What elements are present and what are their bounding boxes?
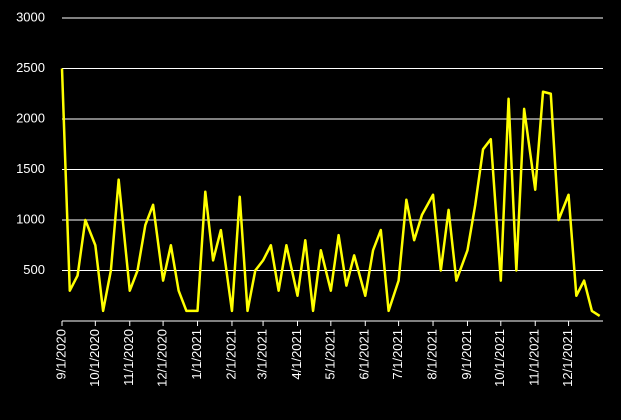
y-tick-label: 2000 bbox=[16, 110, 45, 125]
x-tick-label: 9/1/2021 bbox=[459, 329, 474, 380]
y-tick-label: 1000 bbox=[16, 211, 45, 226]
x-tick-label: 12/1/2021 bbox=[560, 329, 575, 387]
x-tick-label: 10/1/2020 bbox=[87, 329, 102, 387]
x-tick-label: 12/1/2020 bbox=[155, 329, 170, 387]
x-tick-label: 6/1/2021 bbox=[357, 329, 372, 380]
x-tick-label: 8/1/2021 bbox=[424, 329, 439, 380]
x-tick-label: 7/1/2021 bbox=[390, 329, 405, 380]
y-tick-label: 500 bbox=[23, 262, 45, 277]
y-tick-label: 1500 bbox=[16, 161, 45, 176]
x-tick-label: 11/1/2020 bbox=[121, 329, 136, 386]
y-tick-label: 2500 bbox=[16, 60, 45, 75]
x-tick-label: 1/1/2021 bbox=[189, 329, 204, 380]
data-line bbox=[60, 68, 601, 317]
x-tick-label: 5/1/2021 bbox=[322, 329, 337, 380]
y-tick-label: 3000 bbox=[16, 9, 45, 24]
x-tick-label: 9/1/2020 bbox=[53, 329, 68, 380]
x-tick-label: 2/1/2021 bbox=[223, 329, 238, 380]
x-tick-label: 10/1/2021 bbox=[492, 329, 507, 387]
x-tick-label: 11/1/2021 bbox=[527, 329, 542, 386]
x-tick-label: 4/1/2021 bbox=[289, 329, 304, 380]
x-tick-label: 3/1/2021 bbox=[255, 329, 270, 380]
